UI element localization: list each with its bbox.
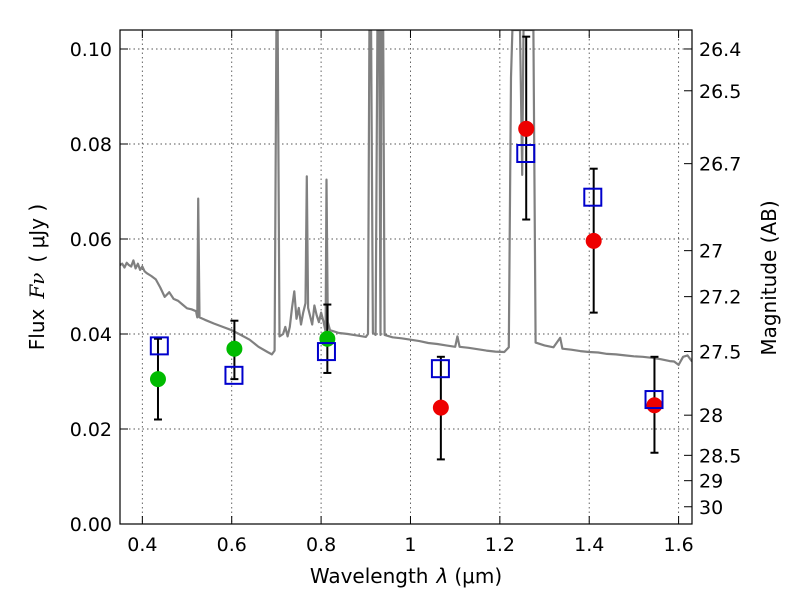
y2-tick-label: 29 bbox=[699, 471, 723, 493]
y-tick-label: 0.02 bbox=[70, 419, 112, 441]
x-tick-label: 0.4 bbox=[127, 534, 157, 556]
y-tick-label: 0.00 bbox=[70, 514, 112, 536]
grid-layer bbox=[120, 30, 692, 525]
x-tick-label: 1 bbox=[404, 534, 416, 556]
data-point bbox=[585, 232, 602, 249]
y-tick-label: 0.04 bbox=[70, 324, 112, 346]
points-layer bbox=[149, 35, 664, 461]
data-point bbox=[226, 340, 243, 357]
model-square bbox=[224, 365, 244, 385]
y2-tick-label: 28.5 bbox=[699, 445, 741, 467]
x-tick-label: 1.2 bbox=[485, 534, 515, 556]
spectrum-line bbox=[120, 30, 692, 366]
y-tick-label: 0.10 bbox=[70, 39, 112, 61]
y2-tick-label: 26.5 bbox=[699, 81, 741, 103]
data-point bbox=[149, 371, 166, 388]
y2-tick-label: 27.2 bbox=[699, 287, 741, 309]
model-square bbox=[583, 187, 603, 207]
x-tick-label: 0.6 bbox=[217, 534, 247, 556]
data-point bbox=[646, 397, 663, 414]
y2-tick-label: 27 bbox=[699, 241, 723, 263]
y2-tick-label: 26.7 bbox=[699, 154, 741, 176]
data-point bbox=[518, 120, 535, 137]
model-square bbox=[644, 390, 664, 410]
x-axis-label: Wavelength λ (μm) bbox=[310, 564, 502, 588]
y2-tick-label: 28 bbox=[699, 405, 723, 427]
y-tick-label: 0.06 bbox=[70, 229, 112, 251]
y2-tick-label: 27.5 bbox=[699, 342, 741, 364]
y2-tick-label: 26.4 bbox=[699, 39, 741, 61]
spectrum-layer bbox=[120, 30, 692, 366]
model-square bbox=[430, 359, 450, 379]
y2-axis-label: Magnitude (AB) bbox=[757, 200, 781, 355]
x-tick-label: 1.6 bbox=[663, 534, 693, 556]
x-tick-label: 1.4 bbox=[574, 534, 604, 556]
plot-frame bbox=[119, 29, 693, 525]
ticks-layer: 0.4 0.6 0.8 1 1.2 1.4 1.6 0.00 0.02 0.04 0.06 0.08 0… bbox=[70, 30, 741, 556]
data-point bbox=[432, 399, 449, 416]
y2-tick-label: 30 bbox=[699, 497, 723, 519]
y-axis-label: FluxFν( μJy ) bbox=[25, 204, 49, 350]
x-tick-label: 0.8 bbox=[306, 534, 336, 556]
y-tick-label: 0.08 bbox=[70, 134, 112, 156]
model-square bbox=[516, 144, 536, 163]
model-square bbox=[316, 342, 336, 362]
model-square bbox=[149, 336, 169, 356]
